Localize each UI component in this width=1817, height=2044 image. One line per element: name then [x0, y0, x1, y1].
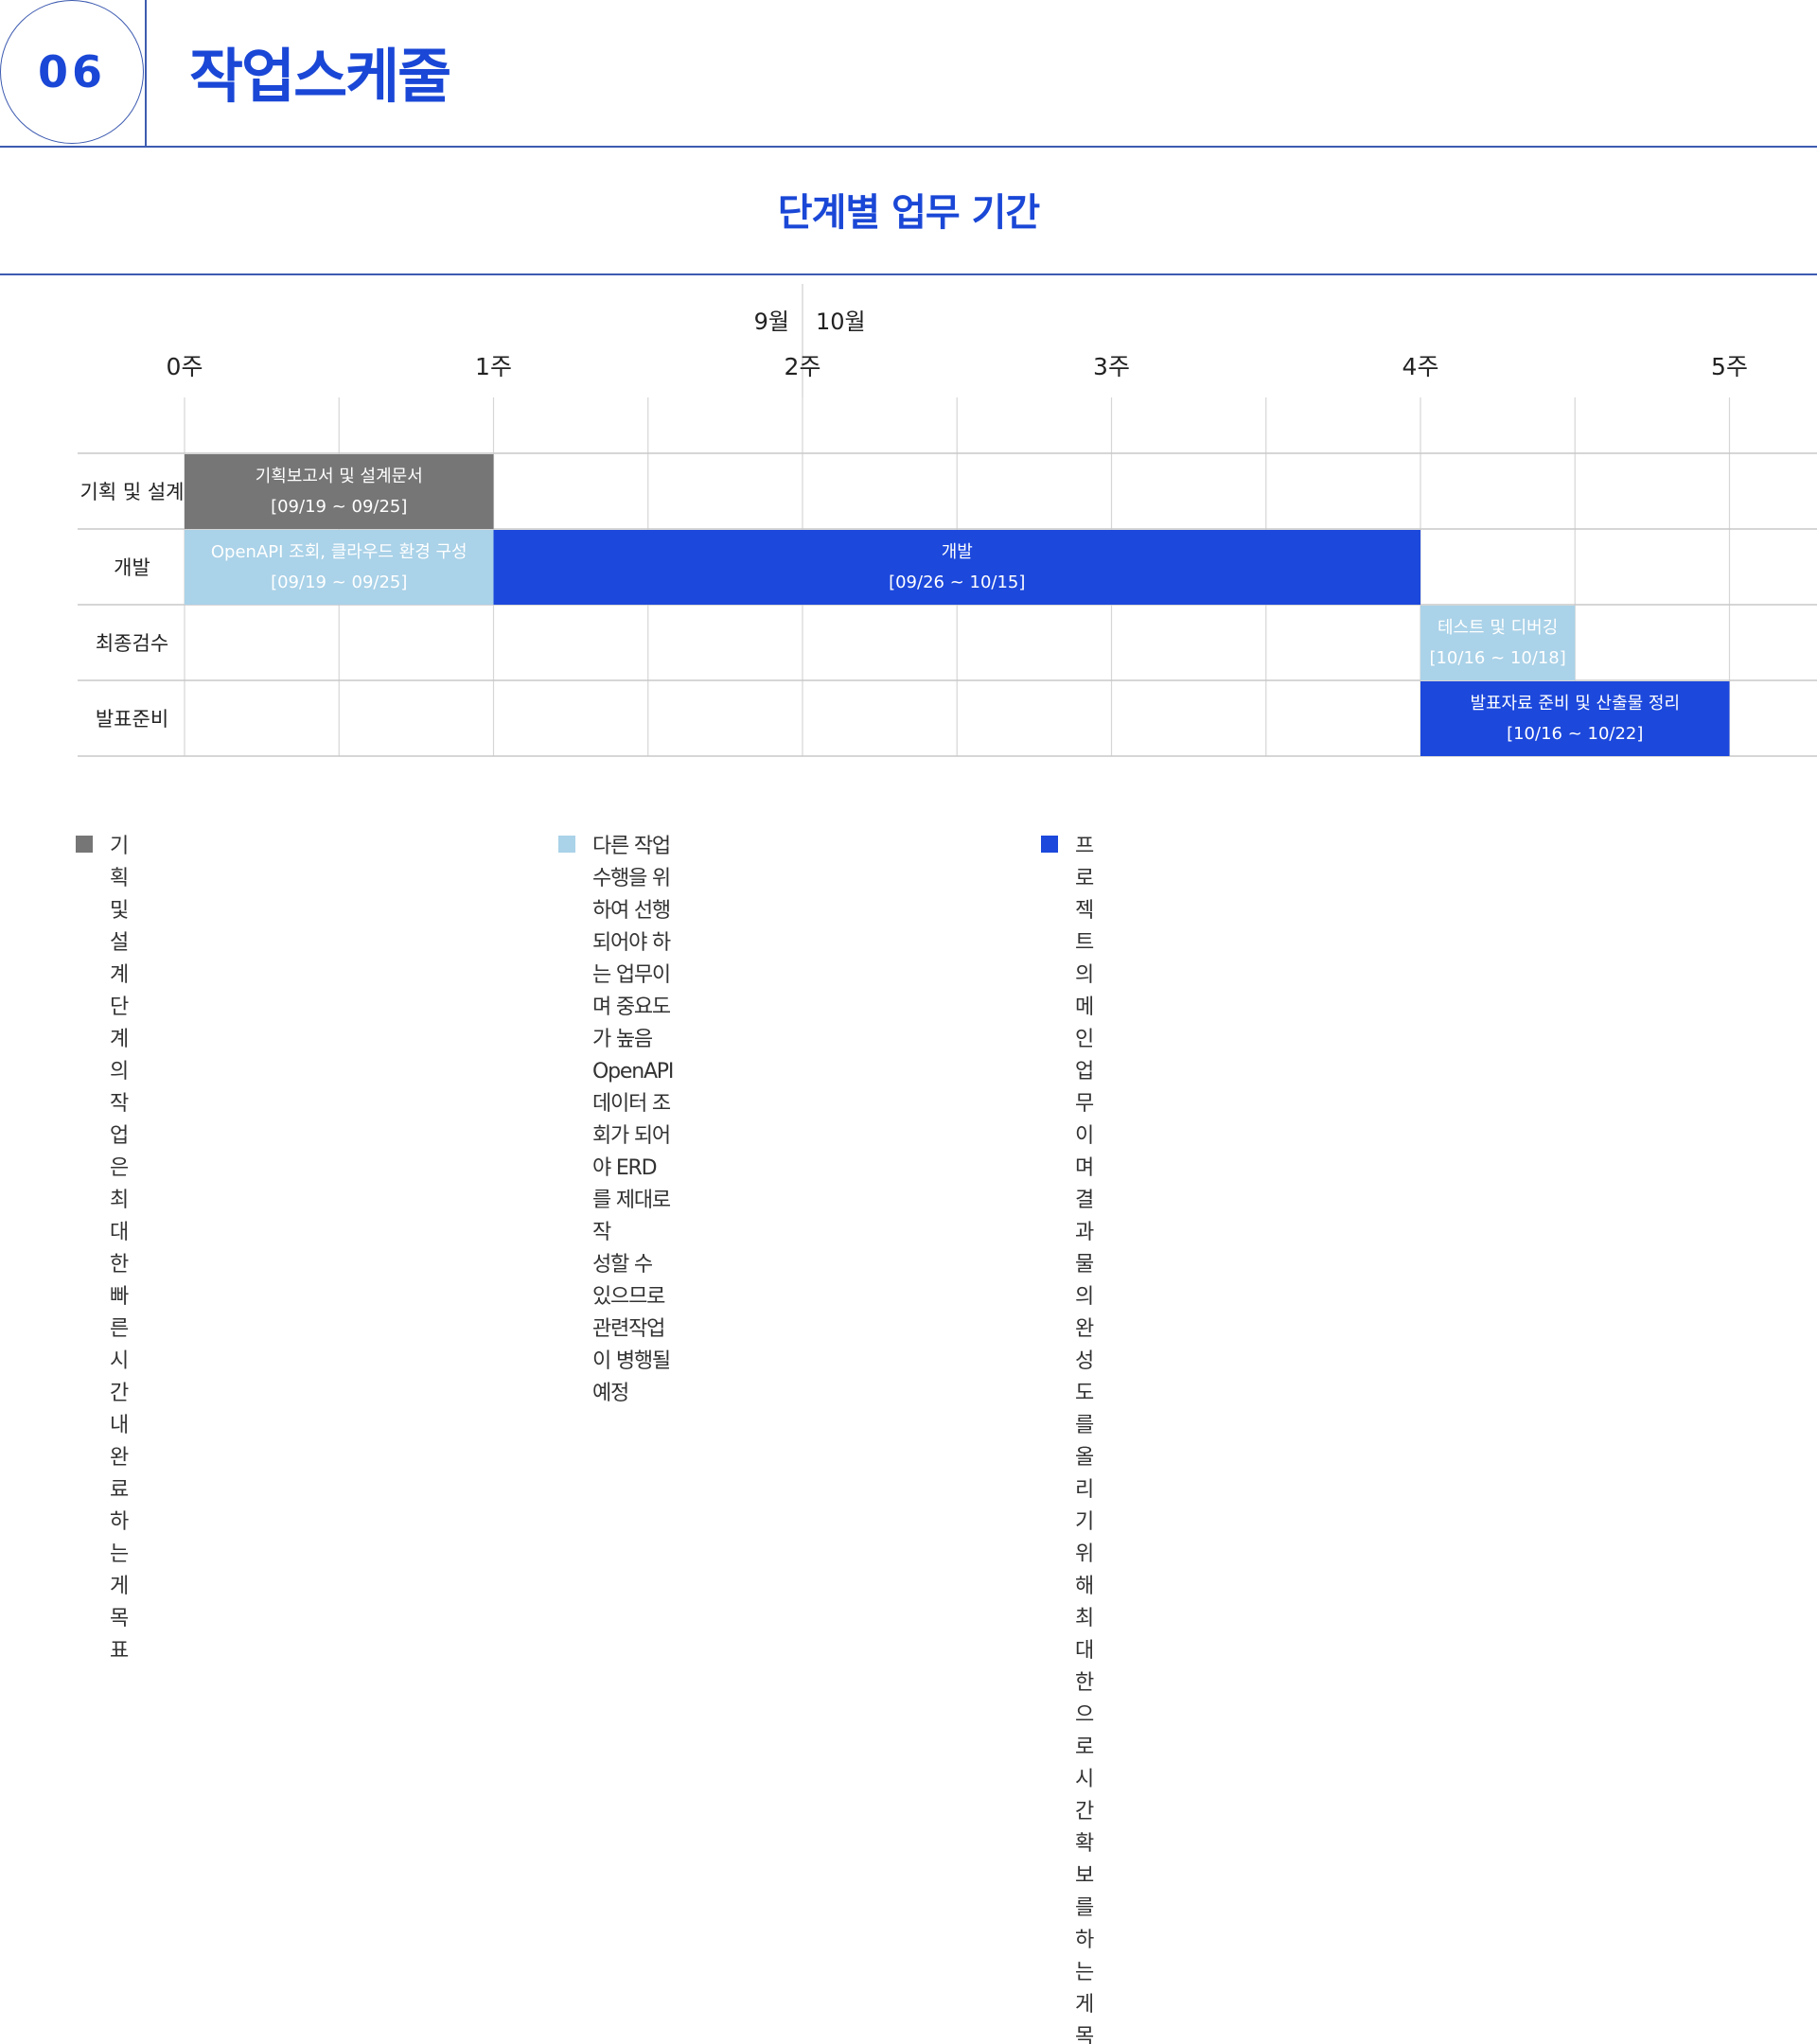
task-name-label: 테스트 및 디버깅: [1438, 618, 1558, 638]
legend-swatch: [558, 836, 575, 853]
legend-swatch: [76, 836, 93, 853]
row-label: 최종검수: [96, 632, 168, 655]
task-date-label: [10/16 ~ 10/22]: [1507, 724, 1643, 744]
month-label: 9월: [754, 308, 789, 335]
task-bar: [185, 454, 494, 529]
week-tick-label: 0주: [167, 353, 203, 380]
row-label: 개발: [114, 556, 150, 579]
legend-text: 다른 작업 수행을 위하여 선행되어야 하는 업무이 며 중요도가 높음 Ope…: [592, 831, 673, 1410]
task-name-label: 개발: [942, 542, 973, 562]
task-date-label: [09/19 ~ 09/25]: [271, 573, 407, 592]
week-tick-label: 3주: [1093, 353, 1130, 380]
row-label: 발표준비: [96, 708, 168, 731]
page-title: 작업스케줄: [189, 28, 450, 114]
task-name-label: 기획보고서 및 설계문서: [256, 467, 423, 486]
task-bar: [1420, 681, 1730, 756]
task-name-label: OpenAPI 조회, 클라우드 환경 구성: [211, 542, 467, 562]
header-vertical-divider: [145, 0, 147, 147]
legend-text: 기획 및 설계 단계의 작업은 최대한 빠른 시간 내 완료하는게 목표: [110, 831, 128, 1667]
week-tick-label: 1주: [475, 353, 512, 380]
task-date-label: [09/26 ~ 10/15]: [889, 573, 1025, 592]
legend-swatch: [1041, 836, 1058, 853]
header-divider: [0, 146, 1817, 148]
legend-text: 프로젝트의 메인 업무이며 결과물의 완성도를 올 리기 위해 최대한으로 시간…: [1075, 831, 1093, 2044]
section-number: 06: [38, 46, 106, 97]
task-bar: [1420, 606, 1575, 680]
task-date-label: [09/19 ~ 09/25]: [271, 497, 407, 517]
week-tick-label: 2주: [785, 353, 821, 380]
task-bar: [494, 530, 1421, 605]
week-tick-label: 4주: [1402, 353, 1439, 380]
section-number-badge: 06: [0, 0, 144, 144]
gantt-chart: 0주1주2주3주4주5주6주9월10월기획 및 설계개발최종검수발표준비기획보고…: [0, 284, 1817, 776]
task-date-label: [10/16 ~ 10/18]: [1429, 648, 1565, 668]
month-label: 10월: [816, 308, 866, 335]
chart-title: 단계별 업무 기간: [0, 182, 1817, 237]
row-label: 기획 및 설계: [80, 481, 185, 503]
task-bar: [185, 530, 494, 605]
week-tick-label: 5주: [1711, 353, 1748, 380]
chart-title-divider: [0, 273, 1817, 275]
task-name-label: 발표자료 준비 및 산출물 정리: [1470, 694, 1680, 714]
